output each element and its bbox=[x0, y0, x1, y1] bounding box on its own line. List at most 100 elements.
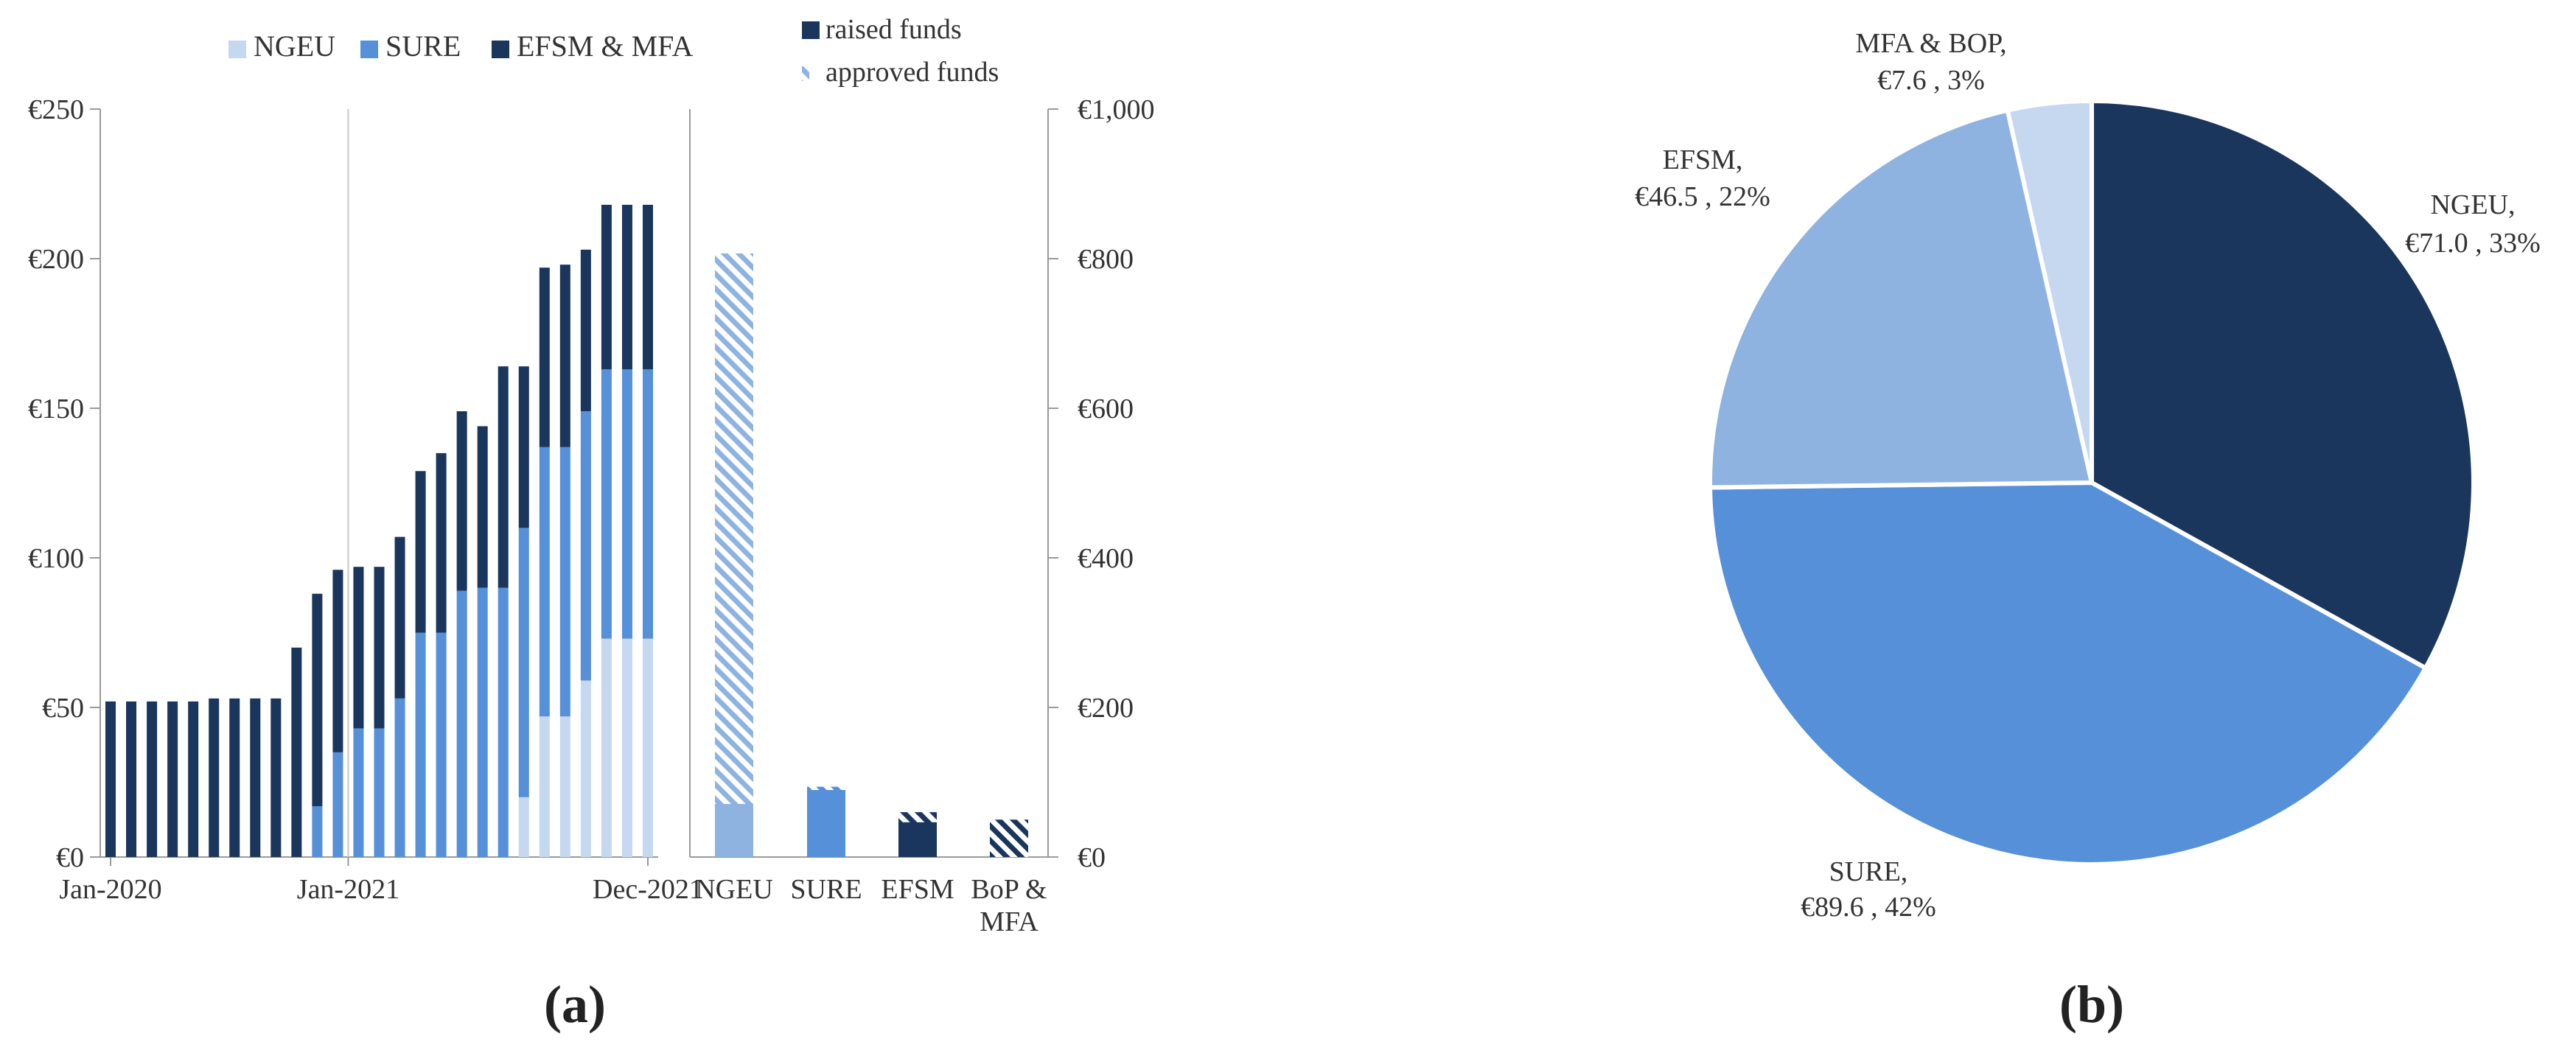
bar-sure-15 bbox=[415, 632, 426, 857]
pie-slice-efsm bbox=[1708, 108, 2094, 490]
y-tick-label-right: €1,000 bbox=[1078, 94, 1155, 125]
legend-swatch-left bbox=[360, 41, 378, 58]
bar-efsm-mfa-7 bbox=[250, 698, 261, 857]
bar-ngeu-25 bbox=[621, 638, 632, 857]
legend-label-raised: raised funds bbox=[825, 14, 962, 45]
bar-raised-sure bbox=[807, 790, 845, 857]
y-tick-label-left: €200 bbox=[28, 244, 84, 275]
bar-sure-10 bbox=[312, 805, 323, 857]
y-tick-label-left: €50 bbox=[42, 693, 84, 724]
y-tick-label-left: €250 bbox=[28, 94, 84, 125]
x-tick-label-mid: MFA bbox=[980, 906, 1039, 937]
pie-label-value: €89.6 , 42% bbox=[1801, 892, 1936, 923]
pie-chart: NGEU, €71.0 , 33% SURE, €89.6 , 42% EFSM, €46… bbox=[1635, 28, 2541, 923]
bar-efsm-mfa-22 bbox=[559, 265, 570, 447]
bar-ngeu-24 bbox=[601, 638, 612, 857]
y-tick-label-right: €200 bbox=[1078, 693, 1134, 724]
bar-sure-13 bbox=[374, 728, 385, 857]
legend-swatch-left bbox=[492, 41, 509, 58]
bar-sure-17 bbox=[456, 590, 467, 857]
x-tick-label-left: Dec-2021 bbox=[593, 874, 703, 905]
bar-sure-14 bbox=[394, 698, 405, 857]
pie-label-name: NGEU, bbox=[2430, 189, 2515, 220]
y-tick-label-left: €100 bbox=[28, 543, 84, 574]
pie-label-value: €7.6 , 3% bbox=[1877, 65, 1985, 96]
y-tick-label-left: €0 bbox=[56, 842, 84, 873]
pie-slice-mfa-bop bbox=[2005, 99, 2094, 485]
bar-efsm-mfa-14 bbox=[394, 536, 405, 699]
bar-sure-23 bbox=[580, 411, 591, 681]
bar-ngeu-20 bbox=[518, 797, 529, 857]
bar-efsm-mfa-2 bbox=[147, 701, 158, 857]
bar-efsm-mfa-10 bbox=[312, 593, 323, 806]
legend-label-left: EFSM & MFA bbox=[517, 29, 693, 63]
x-tick-label-mid: EFSM bbox=[881, 874, 954, 905]
bar-sure-26 bbox=[642, 369, 653, 639]
panel-label-b: (b) bbox=[2059, 975, 2124, 1034]
legend-label-approved: approved funds bbox=[825, 57, 999, 88]
bar-ngeu-23 bbox=[580, 680, 591, 857]
bar-efsm-mfa-23 bbox=[580, 249, 591, 412]
bar-sure-19 bbox=[498, 587, 509, 857]
bar-efsm-mfa-5 bbox=[209, 698, 220, 857]
pie-label-name: EFSM, bbox=[1663, 144, 1743, 175]
legend-swatch-approved bbox=[802, 66, 809, 81]
y-tick-label-right: €0 bbox=[1078, 842, 1106, 873]
bar-efsm-mfa-0 bbox=[105, 701, 116, 857]
y-tick-label-right: €800 bbox=[1078, 244, 1134, 275]
bar-efsm-mfa-18 bbox=[477, 426, 488, 588]
bar-efsm-mfa-20 bbox=[518, 366, 529, 528]
funds-bar-chart: €0 €200 €400 €600 €800 €1,000 NGEU SURE EFSM BoP … bbox=[689, 14, 1155, 937]
bar-efsm-mfa-4 bbox=[188, 701, 199, 857]
y-tick-label-right: €400 bbox=[1078, 543, 1134, 574]
bar-sure-12 bbox=[353, 728, 364, 857]
legend-swatch-raised bbox=[802, 21, 820, 39]
bar-ngeu-22 bbox=[559, 716, 570, 857]
x-tick-label-mid: BoP & bbox=[971, 874, 1047, 905]
bar-sure-22 bbox=[559, 447, 570, 717]
bar-ngeu-21 bbox=[539, 716, 550, 857]
bar-efsm-mfa-8 bbox=[270, 698, 282, 857]
bar-approved-bop-mfa bbox=[990, 819, 1028, 857]
bar-sure-25 bbox=[621, 369, 632, 639]
pie-label-name: MFA & BOP, bbox=[1855, 28, 2006, 59]
pie-label-value: €71.0 , 33% bbox=[2405, 228, 2541, 259]
bar-efsm-mfa-25 bbox=[621, 204, 632, 370]
bar-approved-ngeu bbox=[715, 253, 753, 857]
bar-efsm-mfa-15 bbox=[415, 471, 426, 633]
bar-efsm-mfa-17 bbox=[456, 411, 467, 591]
legend-swatch-left bbox=[228, 41, 246, 58]
pie-label-name: SURE, bbox=[1829, 856, 1908, 887]
bar-efsm-mfa-12 bbox=[353, 567, 364, 729]
bar-sure-24 bbox=[601, 369, 612, 639]
panel-label-a: (a) bbox=[544, 975, 606, 1034]
bar-efsm-mfa-26 bbox=[642, 204, 653, 370]
bar-efsm-mfa-11 bbox=[332, 570, 343, 752]
bar-efsm-mfa-13 bbox=[374, 567, 385, 729]
stacked-bar-chart: €0 €50 €100 €150 €200 €250 Jan-2020 Jan-2021 Dec… bbox=[28, 29, 703, 905]
bar-sure-18 bbox=[477, 587, 488, 857]
x-tick-label-mid: SURE bbox=[790, 874, 862, 905]
x-tick-label-mid: NGEU bbox=[695, 874, 773, 905]
pie-slice-ngeu bbox=[2090, 99, 2476, 671]
bar-efsm-mfa-16 bbox=[436, 452, 447, 633]
bar-efsm-mfa-21 bbox=[539, 268, 550, 447]
bar-sure-21 bbox=[539, 447, 550, 717]
legend-label-left: NGEU bbox=[254, 29, 335, 63]
bar-efsm-mfa-9 bbox=[291, 647, 302, 857]
bar-efsm-mfa-3 bbox=[167, 701, 178, 857]
bar-efsm-mfa-6 bbox=[229, 698, 240, 857]
pie-label-value: €46.5 , 22% bbox=[1635, 181, 1770, 212]
bar-raised-efsm bbox=[898, 822, 937, 857]
bar-sure-20 bbox=[518, 528, 529, 797]
bar-sure-16 bbox=[436, 632, 447, 857]
bar-efsm-mfa-1 bbox=[126, 701, 137, 857]
bar-ngeu-26 bbox=[642, 638, 653, 857]
legend-label-left: SURE bbox=[385, 29, 461, 63]
bar-efsm-mfa-24 bbox=[601, 204, 612, 370]
pie-slice-sure bbox=[1708, 480, 2428, 867]
bar-raised-ngeu bbox=[715, 803, 753, 857]
y-tick-label-right: €600 bbox=[1078, 394, 1134, 424]
bar-efsm-mfa-19 bbox=[498, 366, 509, 588]
